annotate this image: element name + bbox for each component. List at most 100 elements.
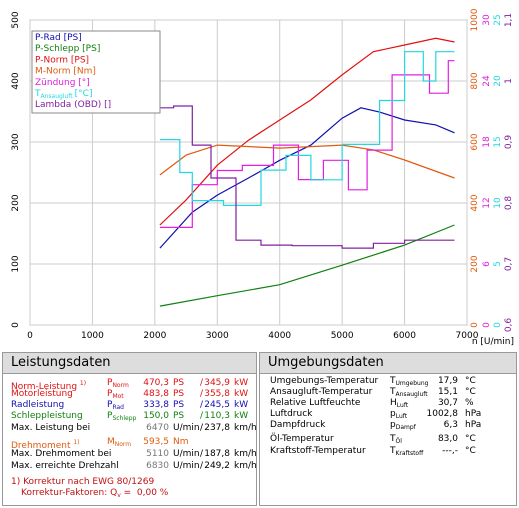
value: 17,9 [437, 376, 458, 386]
y2-tick-label: 24 [482, 75, 492, 87]
value: 6,3 [443, 420, 458, 430]
x-tick-label: 7000 [456, 331, 479, 341]
row-label: Max. erreichte Drehzahl [11, 461, 119, 471]
series-line [159, 60, 455, 228]
y2-tick-label: 0 [493, 322, 503, 328]
note: 1) [73, 439, 80, 446]
unit: °C [465, 387, 476, 397]
value: 83,0 [437, 434, 458, 444]
x-tick-label: 2000 [143, 331, 166, 341]
symbol: M [107, 437, 115, 447]
symbol-sub: Schlepp [112, 415, 137, 422]
unit: U/min [173, 461, 200, 471]
y-tick-label: 500 [11, 11, 21, 28]
separator: / [200, 449, 204, 459]
y2-tick-label: 600 [470, 133, 480, 150]
symbol: p [390, 409, 396, 419]
unit: kW [234, 411, 249, 421]
y2-tick-label: 0,8 [504, 196, 514, 211]
value: 110,3 [204, 411, 230, 421]
unit: °C [465, 434, 476, 444]
unit: kW [234, 389, 249, 399]
value: ---,- [442, 446, 458, 456]
symbol: T [390, 387, 396, 397]
series-line [159, 224, 455, 307]
symbol: TUmgebung [390, 376, 428, 389]
y2-tick-label: 0,6 [504, 318, 514, 333]
y2-tick-label: 6 [482, 261, 492, 267]
unit: km/h [234, 423, 257, 433]
x-tick-label: 3000 [206, 331, 229, 341]
symbol: TÖl [390, 434, 402, 447]
value: 593,5 [143, 437, 169, 447]
row-label: Relative Luftfeuchte [270, 398, 361, 408]
power-table: Leistungsdaten Norm-Leistung 1) PNorm 470,3… [2, 352, 257, 506]
symbol-sub: Luft [396, 402, 409, 409]
separator: / [200, 389, 204, 399]
y-tick-label: 200 [11, 194, 21, 211]
legend-box [31, 30, 161, 114]
value: 345,9 [204, 378, 230, 388]
y2-tick-label: 20 [493, 75, 503, 87]
row-label: Norm-Leistung 1) [11, 380, 87, 392]
y2-tick-label: 30 [482, 14, 492, 26]
row-label: Kraftstoff-Temperatur [270, 446, 366, 456]
y2-tick-label: 1,1 [504, 13, 514, 27]
value: 483,8 [143, 389, 169, 399]
series-line [159, 107, 455, 249]
symbol: T [390, 446, 396, 456]
value: 150,0 [143, 411, 169, 421]
unit: PS [173, 378, 185, 388]
separator: / [200, 400, 204, 410]
symbol: HLuft [390, 398, 408, 411]
y2-tick-label: 0 [482, 322, 492, 328]
unit: Nm [173, 437, 189, 447]
symbol: TKraftstoff [390, 446, 423, 459]
y2-tick-label: 0,7 [504, 257, 514, 271]
x-tick-label: 1000 [81, 331, 104, 341]
separator: / [200, 423, 204, 433]
factors: Korrektur-Faktoren: Qv = 0,00 % [21, 488, 169, 499]
value: 333,8 [143, 400, 169, 410]
row-label: Luftdruck [270, 409, 313, 419]
unit: % [465, 398, 474, 408]
symbol-sub: Norm [112, 382, 129, 389]
x-tick-label: 5000 [331, 331, 354, 341]
legend-entry: T [34, 89, 41, 99]
unit: km/h [234, 449, 257, 459]
legend-entry: Lambda (OBD) [] [35, 100, 111, 110]
row-label: Dampfdruck [270, 420, 326, 430]
row-label: Schleppleistung [11, 411, 83, 421]
unit: km/h [234, 461, 257, 471]
y2-tick-label: 1 [504, 78, 514, 84]
unit: °C [465, 376, 476, 386]
legend-entry: Ansaugluft [41, 93, 74, 100]
unit: hPa [465, 409, 482, 419]
value: 6830 [146, 461, 169, 471]
factors-sub: v [117, 492, 121, 499]
y2-tick-label: 18 [482, 136, 492, 148]
y2-tick-label: 15 [493, 136, 503, 147]
symbol-sub: Norm [114, 441, 132, 448]
legend-entry: P-Norm [PS] [35, 55, 89, 65]
value: 355,8 [204, 389, 230, 399]
row-label: Max. Drehmoment bei [11, 449, 112, 459]
symbol: p [390, 420, 396, 430]
value: 245,5 [204, 400, 230, 410]
y2-tick-label: 5 [493, 261, 503, 267]
symbol: P [107, 378, 113, 388]
unit: PS [173, 389, 185, 399]
unit: PS [173, 411, 185, 421]
symbol: PSchlepp [107, 411, 136, 424]
separator: / [200, 461, 204, 471]
series-line [159, 51, 455, 206]
table-title: Umgebungsdaten [260, 353, 516, 374]
x-tick-label: 0 [27, 331, 33, 341]
legend-entry: Zündung [°] [35, 78, 90, 88]
symbol: PMot [107, 389, 124, 402]
y2-tick-label: 25 [493, 14, 503, 25]
value: 470,3 [143, 378, 169, 388]
value: 30,7 [437, 398, 458, 408]
footnote: 1) Korrektur nach EWG 80/1269 [11, 477, 155, 487]
